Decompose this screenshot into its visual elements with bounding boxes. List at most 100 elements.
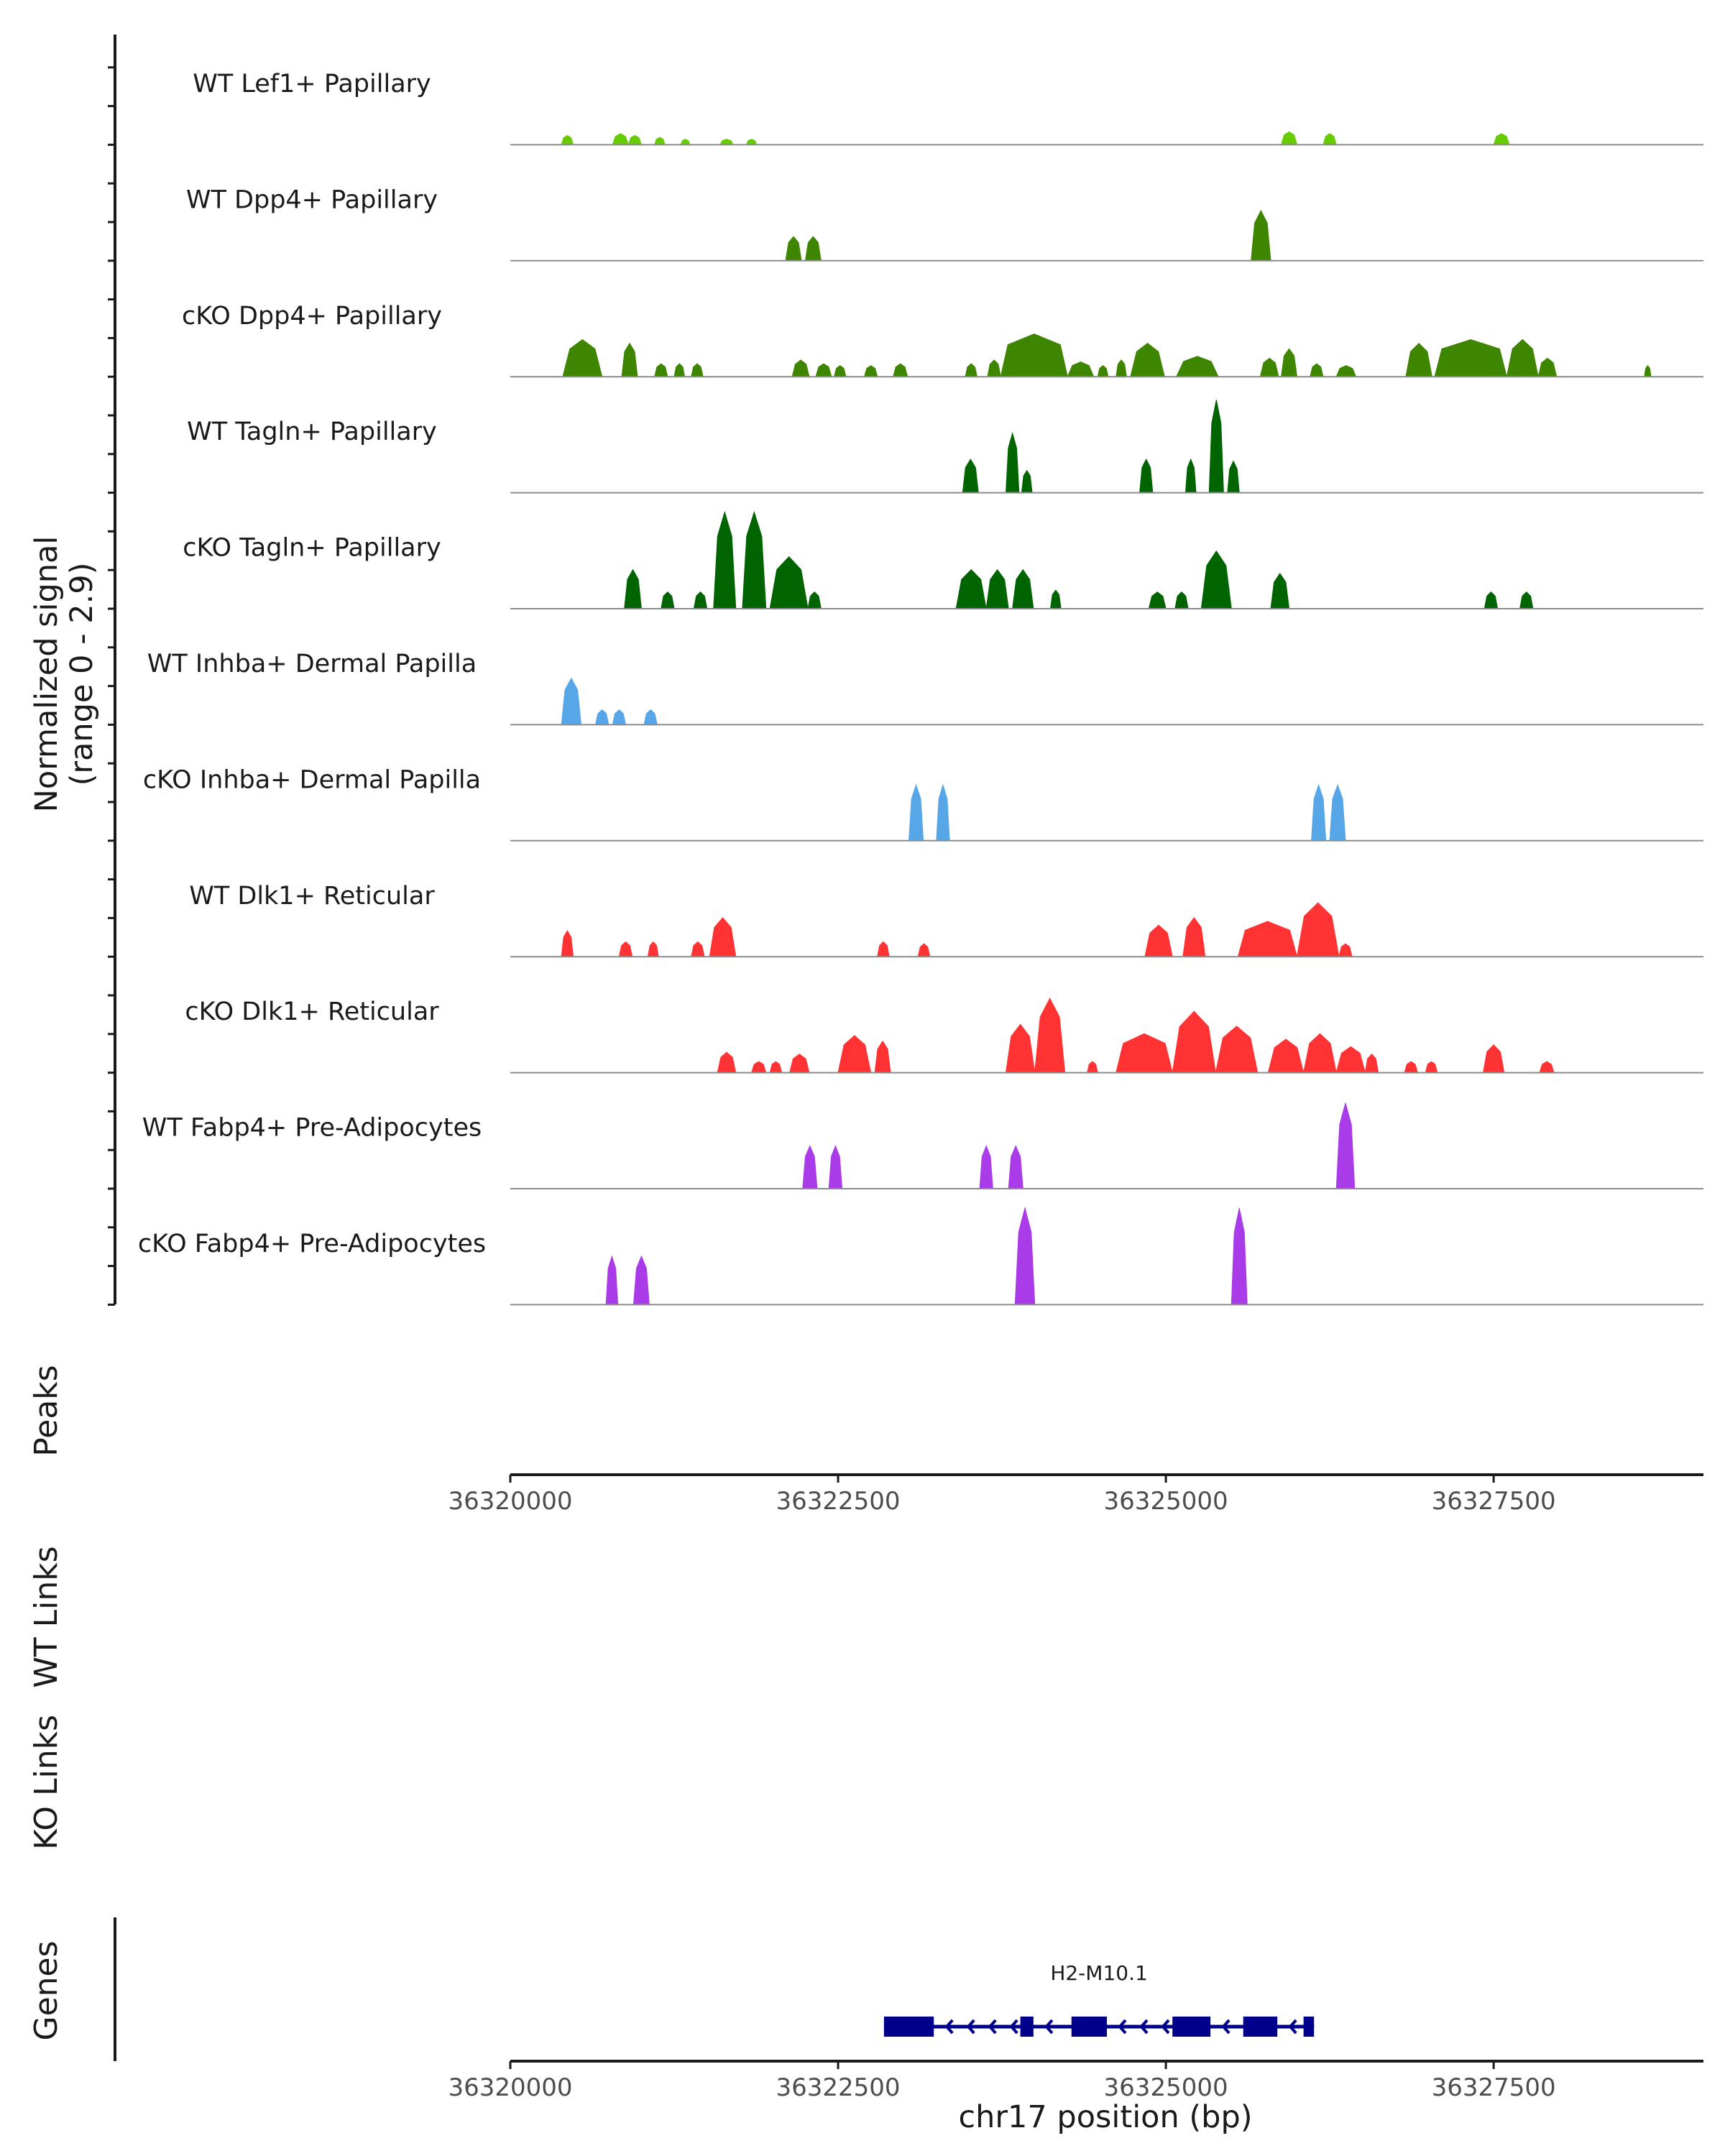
track-label: cKO Tagln+ Papillary (183, 534, 441, 563)
signal-peak (661, 591, 675, 609)
signal-peak (833, 365, 847, 377)
signal-peak (1482, 1044, 1505, 1074)
signal-peak (769, 556, 809, 609)
signal-peak (1311, 783, 1327, 842)
signal-peak (1310, 363, 1324, 377)
signal-peak (1267, 1038, 1305, 1074)
signal-peak (874, 1040, 891, 1074)
signal-peak (1148, 591, 1167, 609)
signal-peak (791, 359, 810, 377)
signal-peak (1335, 1102, 1356, 1189)
track-4: WT Tagln+ Papillary (187, 400, 1703, 494)
signal-peak (1425, 1061, 1438, 1074)
signal-peak (1259, 357, 1279, 377)
gene-exon (1071, 2017, 1107, 2037)
signal-peak (750, 1061, 767, 1074)
signal-peak (1012, 568, 1034, 609)
gene-exon (1020, 2017, 1034, 2037)
signal-y-axis-range: (range 0 - 2.9) (64, 563, 100, 786)
signal-peak (1644, 364, 1652, 377)
signal-peak (828, 1145, 843, 1189)
gene-exon (883, 2017, 934, 2037)
x-axis-title: chr17 position (bp) (958, 2099, 1252, 2135)
signal-peak (1021, 469, 1033, 494)
signal-peak (647, 941, 659, 957)
signal-peak (936, 783, 950, 842)
signal-peak (612, 133, 629, 145)
strand-arrow (1221, 2019, 1230, 2035)
signal-peak (1116, 359, 1127, 377)
signal-peak (807, 591, 822, 609)
signal-peak (1251, 209, 1271, 262)
signal-peak (877, 941, 890, 957)
signal-peak (837, 1035, 872, 1074)
genes-track-label: Genes (28, 1940, 65, 2040)
signal-peak (561, 677, 582, 725)
signal-peak (1329, 783, 1346, 842)
signal-peak (627, 134, 643, 145)
track-label: WT Lef1+ Papillary (193, 70, 431, 98)
signal-peak (713, 510, 737, 609)
signal-peak (618, 941, 633, 957)
track-7: cKO Inhba+ Dermal Papilla (143, 765, 1703, 842)
signal-peak (1005, 1023, 1036, 1074)
signal-peak (1230, 1207, 1248, 1305)
signal-peak (1144, 924, 1173, 957)
signal-peak (917, 943, 931, 957)
x-axis-lower: 36320000 36322500 36325000 36327500 (448, 2060, 1703, 2102)
strand-arrow (1118, 2019, 1127, 2035)
wt-links-track-label: WT Links (28, 1546, 65, 1687)
x-tick-label: 36320000 (448, 1487, 572, 1516)
signal-peak (1484, 591, 1499, 609)
x-tick-label: 36322500 (776, 2073, 901, 2102)
signal-peak (965, 363, 978, 377)
signal-peak (680, 139, 691, 145)
signal-peak (1335, 365, 1357, 377)
signal-peak (1434, 338, 1508, 377)
signal-peak (621, 342, 638, 377)
signal-peak (962, 459, 979, 494)
track-11: cKO Fabp4+ Pre-Adipocytes (138, 1206, 1703, 1306)
signal-peak (612, 709, 627, 725)
strand-arrow (1288, 2019, 1297, 2035)
signal-peak (1338, 943, 1353, 957)
gene-exon (1303, 2017, 1315, 2037)
strand-arrow (944, 2019, 954, 2035)
signal-peak (1405, 342, 1433, 377)
signal-peak (1034, 998, 1066, 1074)
signal-peak (653, 137, 666, 145)
signal-peak (673, 363, 686, 377)
track-label: WT Dlk1+ Reticular (189, 882, 435, 911)
signal-peak (955, 568, 987, 609)
signal-peak (1215, 1026, 1259, 1074)
signal-peak (1537, 357, 1558, 377)
signal-peak (1303, 1033, 1337, 1074)
track-label: cKO Fabp4+ Pre-Adipocytes (138, 1230, 486, 1258)
track-9: cKO Dlk1+ Reticular (185, 998, 1703, 1074)
signal-peak (562, 338, 603, 377)
strand-arrow (1044, 2019, 1054, 2035)
signal-peak (643, 709, 658, 725)
signal-peak (987, 359, 1001, 377)
signal-peak (1175, 356, 1219, 377)
x-tick-label: 36320000 (448, 2073, 572, 2102)
x-tick-label: 36325000 (1104, 1487, 1228, 1516)
track-3: cKO Dpp4+ Papillary (182, 302, 1703, 378)
x-axis-upper: 36320000 36322500 36325000 36327500 (448, 1473, 1703, 1516)
signal-peak (1139, 458, 1154, 494)
signal-peak (693, 591, 708, 609)
signal-peak (654, 363, 668, 377)
signal-peak (561, 929, 574, 957)
signal-peak (893, 363, 908, 377)
signal-peak (1364, 1053, 1379, 1074)
signal-peak (561, 134, 574, 145)
signal-peak (1335, 1046, 1366, 1074)
signal-peak (1404, 1061, 1418, 1074)
signal-peak (742, 510, 767, 609)
strand-arrow (1009, 2019, 1018, 2035)
track-6: WT Inhba+ Dermal Papilla (147, 650, 1703, 726)
signal-peak (1184, 458, 1197, 494)
signal-peak (1281, 348, 1298, 377)
signal-peak (1049, 589, 1062, 609)
